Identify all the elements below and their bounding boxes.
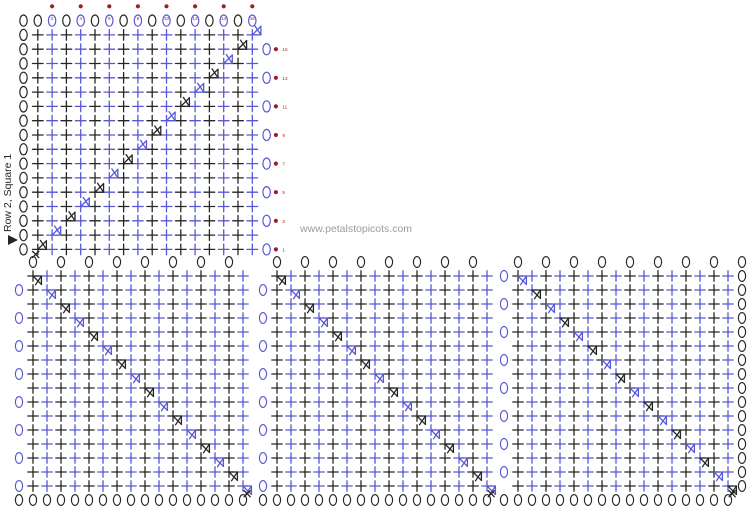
- svg-text:Row 2, Square 1: Row 2, Square 1: [2, 154, 14, 232]
- svg-text:5: 5: [282, 190, 285, 195]
- svg-text:16: 16: [250, 16, 256, 21]
- svg-text:11: 11: [282, 104, 287, 109]
- svg-text:10: 10: [164, 16, 170, 21]
- svg-text:www.petalstopicots.com: www.petalstopicots.com: [299, 223, 412, 235]
- svg-text:4: 4: [79, 16, 82, 21]
- svg-text:6: 6: [108, 16, 111, 21]
- svg-text:14: 14: [221, 16, 227, 21]
- svg-text:1: 1: [282, 247, 285, 252]
- svg-text:15: 15: [282, 47, 288, 52]
- svg-text:7: 7: [282, 162, 285, 167]
- svg-text:12: 12: [193, 16, 199, 21]
- svg-text:3: 3: [282, 219, 285, 224]
- svg-text:13: 13: [282, 76, 288, 81]
- svg-text:9: 9: [282, 133, 285, 138]
- svg-text:2: 2: [51, 16, 54, 21]
- svg-text:8: 8: [137, 16, 140, 21]
